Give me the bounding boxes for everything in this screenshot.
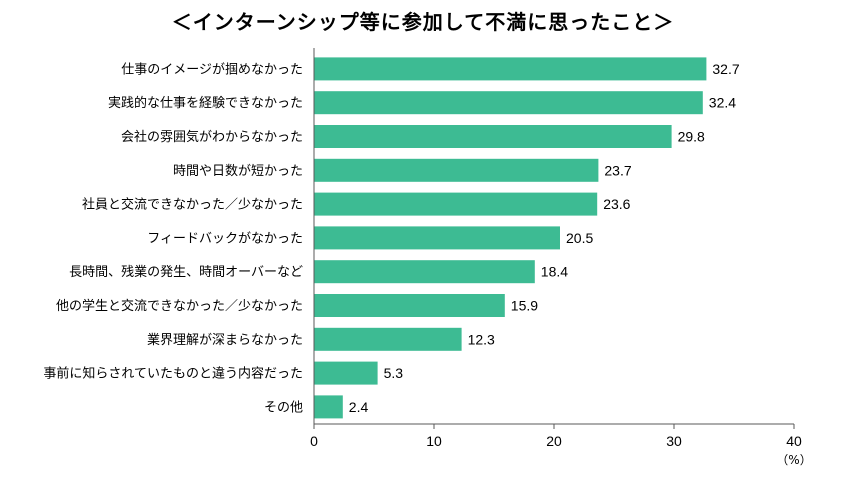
category-label: 時間や日数が短かった	[173, 164, 303, 179]
bar	[314, 57, 707, 81]
value-label: 23.6	[603, 196, 630, 212]
x-axis: 0 10 20 30 40 （%）	[310, 48, 812, 467]
bar	[314, 395, 343, 419]
bar	[314, 294, 505, 317]
chart-title: ＜インターンシップ等に参加して不満に思ったこと＞	[171, 10, 675, 34]
value-label: 32.7	[712, 61, 739, 77]
value-label: 29.8	[678, 129, 705, 145]
value-label: 2.4	[349, 399, 369, 415]
x-unit-label: （%）	[776, 453, 811, 467]
value-label: 15.9	[511, 298, 538, 314]
category-label: 実践的な仕事を経験できなかった	[108, 95, 303, 111]
x-tick-label: 30	[666, 433, 682, 449]
value-label: 12.3	[468, 331, 495, 347]
category-label: 事前に知らされていたものと違う内容だった	[43, 366, 303, 382]
value-label: 18.4	[541, 264, 568, 280]
bar	[314, 158, 599, 182]
bars-layer: 仕事のイメージが掴めなかった 32.7 実践的な仕事を経験できなかった 32.4 会社の…	[43, 57, 740, 419]
category-label: 長時間、残業の発生、時間オーバーなど	[69, 264, 303, 280]
bar	[314, 125, 672, 148]
category-label: 会社の雰囲気がわからなかった	[121, 129, 303, 145]
category-label: 業界理解が深まらなかった	[147, 332, 303, 348]
value-label: 32.4	[709, 95, 736, 111]
x-tick-label: 40	[786, 433, 802, 449]
bar	[314, 91, 703, 115]
category-label: 仕事のイメージが掴めなかった	[121, 62, 303, 77]
bar	[314, 327, 462, 351]
category-label: その他	[264, 400, 303, 415]
value-label: 23.7	[604, 162, 631, 178]
bar	[314, 192, 598, 216]
x-tick-label: 10	[426, 433, 442, 449]
bar	[314, 226, 560, 250]
x-tick-label: 20	[546, 433, 562, 449]
category-label: 他の学生と交流できなかった／少なかった	[56, 298, 303, 314]
bar	[314, 361, 378, 385]
category-label: フィードバックがなかった	[147, 231, 303, 246]
value-label: 20.5	[566, 230, 593, 246]
value-label: 5.3	[384, 365, 404, 381]
bar	[314, 260, 535, 284]
x-tick-label: 0	[310, 433, 318, 449]
category-label: 社員と交流できなかった／少なかった	[82, 197, 303, 213]
